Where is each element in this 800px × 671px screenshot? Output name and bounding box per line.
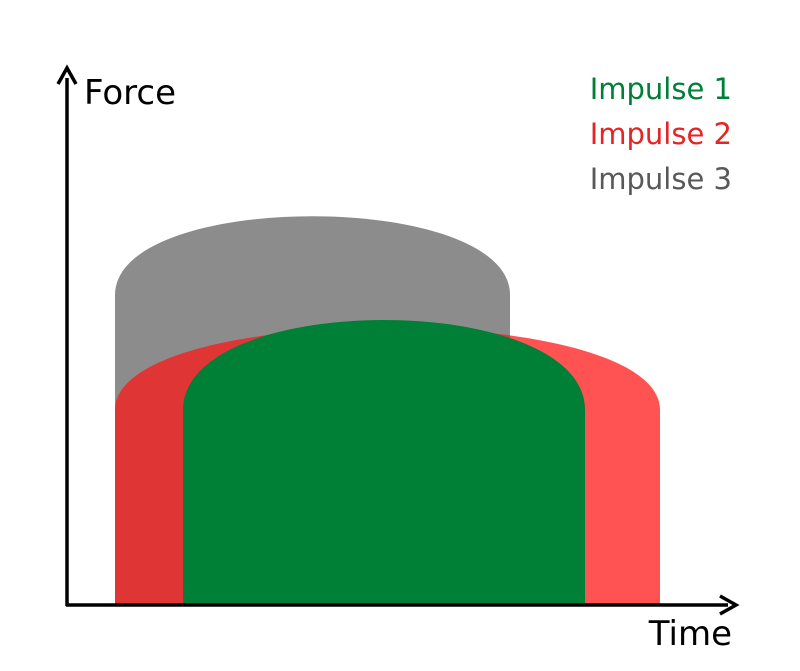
legend-item-impulse-1: Impulse 1 — [590, 72, 732, 106]
x-axis-label: Time — [648, 614, 732, 654]
legend-item-impulse-2: Impulse 2 — [590, 117, 732, 151]
legend-item-impulse-3: Impulse 3 — [590, 162, 732, 196]
y-axis-label: Force — [84, 73, 176, 113]
x-axis-arrowhead — [719, 594, 740, 616]
impulse-1-shape — [183, 320, 585, 605]
y-axis-arrowhead — [56, 64, 78, 85]
